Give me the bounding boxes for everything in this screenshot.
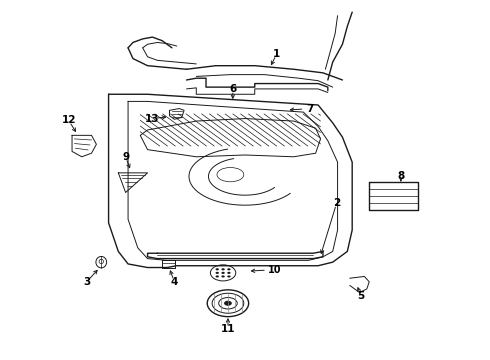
- Text: 2: 2: [333, 198, 340, 208]
- Text: 8: 8: [397, 171, 405, 181]
- Ellipse shape: [221, 268, 225, 270]
- Text: 11: 11: [220, 324, 235, 334]
- Ellipse shape: [224, 301, 232, 306]
- Text: 13: 13: [145, 113, 160, 123]
- Text: 7: 7: [306, 104, 313, 114]
- Text: 5: 5: [357, 291, 365, 301]
- Ellipse shape: [227, 268, 231, 270]
- Ellipse shape: [221, 272, 225, 274]
- Ellipse shape: [221, 275, 225, 278]
- Text: 9: 9: [122, 152, 129, 162]
- Text: 4: 4: [171, 277, 178, 287]
- Text: 12: 12: [61, 115, 76, 125]
- Ellipse shape: [216, 272, 219, 274]
- Text: 6: 6: [229, 84, 237, 94]
- Text: 1: 1: [273, 49, 280, 59]
- Ellipse shape: [227, 272, 231, 274]
- Text: 3: 3: [83, 277, 90, 287]
- Ellipse shape: [216, 275, 219, 278]
- Ellipse shape: [216, 268, 219, 270]
- Text: 10: 10: [269, 265, 282, 275]
- Ellipse shape: [227, 275, 231, 278]
